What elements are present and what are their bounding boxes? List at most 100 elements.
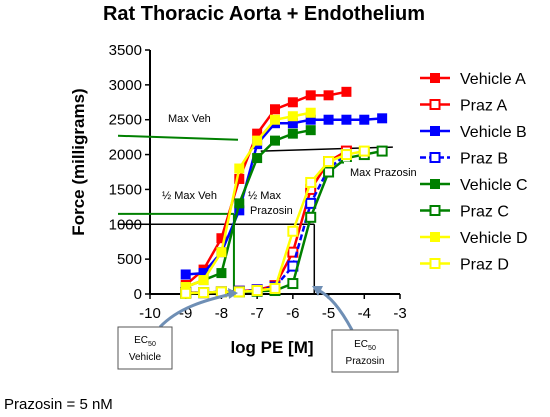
data-point [198,287,210,299]
data-point [323,166,335,178]
legend-item: Praz D [420,257,509,274]
legend-marker [429,205,441,216]
y-tick-label: 500 [117,251,142,268]
data-point [270,114,280,125]
data-point [287,225,299,237]
legend-item: Praz B [420,151,508,168]
x-tick-label: -3 [393,305,406,322]
data-point [305,176,317,188]
footnote: Prazosin = 5 nM [4,396,113,413]
ec50-vehicle-box: EC50 Vehicle [117,326,173,370]
x-tick-label: -10 [139,305,161,322]
x-axis-label: log PE [M] [230,338,313,357]
legend-label: Praz D [460,257,509,274]
series-vehicle-d [180,107,316,293]
data-point [180,287,192,299]
data-point [358,145,370,157]
ec50-prazosin-arrow [317,288,354,331]
data-point [377,113,388,124]
legend-label: Praz B [460,151,508,168]
y-tick-label: 0 [134,286,142,303]
data-point [252,153,263,164]
data-point [305,107,316,118]
legend-label: Praz C [460,204,509,221]
data-point [287,128,298,139]
data-point [252,135,263,146]
max-veh-label: Max Veh [168,113,211,125]
legend: Vehicle A Praz A Vehicle B Praz B Vehicle C P… [420,71,528,274]
half-max-veh-label: ½ Max Veh [162,190,217,202]
data-point [323,90,334,101]
data-point [198,275,209,286]
data-point [287,278,299,290]
data-point [216,233,227,244]
ec50-vehicle-sub: 50 [148,341,156,348]
ec50-prazosin-sub: 50 [368,345,376,352]
data-point [251,285,263,297]
data-point [234,198,245,209]
max-prazosin-line [260,146,393,152]
x-tick-label: -7 [250,305,263,322]
data-point [269,282,281,294]
x-tick-label: -8 [215,305,228,322]
half-max-prazosin-label-line2: Prazosin [250,205,293,217]
legend-label: Vehicle C [460,177,528,194]
data-point [341,86,352,97]
y-tick-label: 2000 [109,147,142,164]
legend-item: Vehicle A [420,71,526,88]
data-point [287,97,298,108]
series-line [184,90,347,286]
series-praz-d [180,145,370,299]
legend-label: Vehicle A [460,71,526,88]
y-tick-label: 3500 [109,42,142,59]
data-point [234,163,245,174]
legend-item: Vehicle D [420,230,528,247]
data-point [340,149,352,161]
legend-marker [430,232,440,242]
y-tick-label: 3000 [109,77,142,94]
y-tick-label: 2500 [109,112,142,129]
legend-label: Vehicle D [460,230,528,247]
y-axis-label: Force (milligrams) [69,88,88,235]
ec50-prazosin-main: EC [354,339,368,350]
legend-item: Praz C [420,204,509,221]
data-point [180,269,191,280]
x-tick-label: -4 [358,305,371,322]
data-point [305,90,316,101]
x-tick-label: -5 [322,305,335,322]
data-point [341,114,352,125]
svg-text:EC50: EC50 [354,339,376,352]
legend-marker [429,258,441,269]
legend-marker [429,99,441,110]
ec50-prazosin-box: EC50 Prazosin [331,329,399,373]
data-point [323,156,335,168]
x-tick-label: -6 [286,305,299,322]
data-point [216,268,227,279]
legend-marker [430,179,440,189]
data-point [233,286,245,298]
data-point [270,104,280,115]
max-veh-line [117,134,239,141]
legend-item: Praz A [420,98,507,115]
data-point [359,114,370,125]
ec50-prazosin-line2: Prazosin [346,356,385,367]
ec50-vehicle-main: EC [134,335,148,346]
annotations [117,134,393,294]
ec50-vehicle-arrowhead [228,288,238,299]
legend-label: Vehicle B [460,124,527,141]
data-point [323,114,334,125]
series-group [180,86,388,299]
legend-label: Praz A [460,98,507,115]
data-point [216,247,227,258]
max-prazosin-box: Max Prazosin [344,162,418,182]
max-prazosin-label: Max Prazosin [350,167,417,179]
data-point [376,145,388,157]
data-point [287,111,298,122]
ec50-vehicle-line2: Vehicle [129,352,162,363]
data-point [270,135,280,146]
half-max-prazosin-label-line1: ½ Max [248,190,282,202]
legend-item: Vehicle C [420,177,528,194]
legend-marker [430,73,440,83]
